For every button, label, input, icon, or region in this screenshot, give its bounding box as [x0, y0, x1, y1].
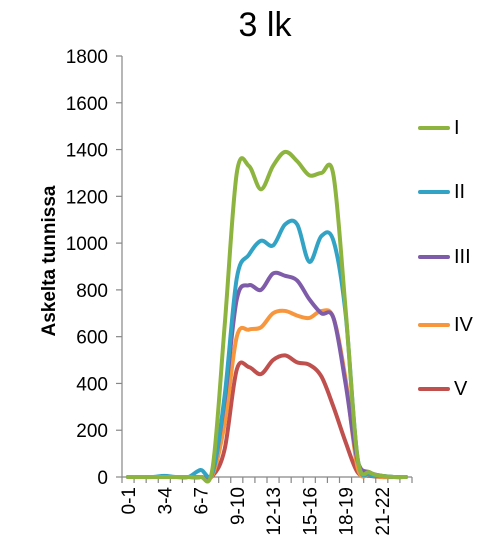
legend-swatch [418, 126, 450, 130]
legend-label: IV [454, 313, 473, 336]
chart-legend: I II III IV V [418, 0, 485, 557]
x-tick-label: 0-1 [119, 487, 140, 514]
legend-item-iv: IV [418, 313, 473, 337]
series-line-v [126, 353, 408, 481]
legend-swatch [418, 387, 450, 391]
chart-title: 3 lk [238, 6, 292, 44]
series-line-iii [126, 270, 408, 482]
y-tick-label: 1800 [66, 47, 108, 68]
x-tick-label: 18-19 [337, 487, 358, 536]
x-tick-label: 6-7 [192, 487, 213, 514]
y-tick-label: 800 [76, 281, 108, 302]
legend-item-v: V [418, 377, 467, 401]
legend-item-i: I [418, 116, 460, 140]
y-tick-label: 400 [76, 374, 108, 395]
legend-item-iii: III [418, 245, 471, 269]
y-tick-label: 0 [97, 468, 108, 489]
y-tick-label: 1200 [66, 187, 108, 208]
x-tick-label: 12-13 [264, 487, 285, 536]
legend-swatch [418, 190, 450, 194]
x-tick-label: 3-4 [155, 487, 176, 515]
y-tick-label: 1000 [66, 234, 108, 255]
series-line-i [126, 149, 408, 484]
y-tick-label: 1400 [66, 141, 108, 162]
legend-label: I [454, 116, 460, 139]
legend-swatch [418, 255, 450, 259]
series-line-ii [126, 218, 408, 480]
series-line-iv [126, 308, 408, 482]
legend-item-ii: II [418, 180, 465, 204]
y-tick-label: 200 [76, 421, 108, 442]
y-tick-label: 1600 [66, 94, 108, 115]
x-tick-label: 15-16 [300, 487, 321, 536]
legend-swatch [418, 323, 450, 327]
x-tick-label: 9-10 [228, 487, 249, 525]
y-tick-label: 600 [76, 328, 108, 349]
legend-label: V [454, 377, 468, 400]
legend-label: III [454, 245, 471, 268]
x-tick-label: 21-22 [373, 487, 394, 536]
legend-label: II [454, 180, 466, 203]
